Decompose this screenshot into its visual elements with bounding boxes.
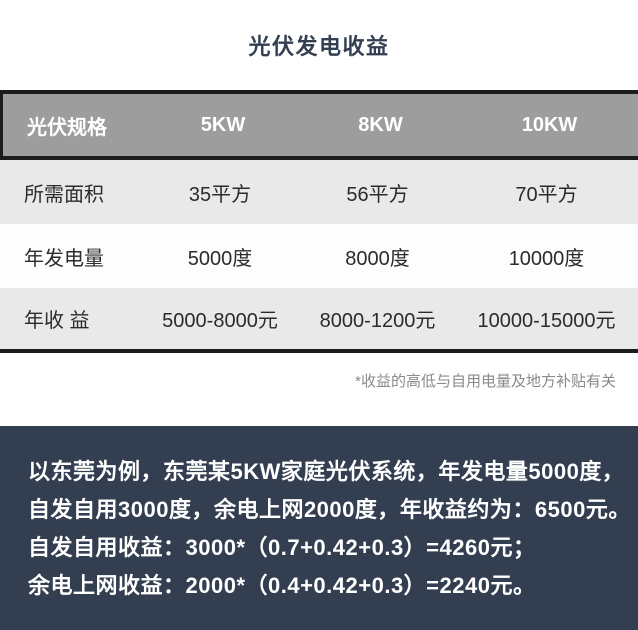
example-panel: 以东莞为例，东莞某5KW家庭光伏系统，年发电量5000度， 自发自用3000度，…	[0, 426, 638, 630]
cell-rev-8kw: 8000-1200元	[319, 310, 436, 332]
title-bar: 光伏发电收益	[0, 0, 638, 90]
example-line-2: 自发自用3000度，余电上网2000度，年收益约为：6500元。	[28, 497, 631, 522]
pv-table: 光伏规格 5KW 8KW 10KW 所需面积 35平方 56平方 70平方 年发…	[0, 90, 638, 353]
cell-gen-8kw: 8000度	[345, 247, 410, 270]
cell-rev-5kw: 5000-8000元	[162, 310, 278, 332]
table-row-required-area: 所需面积 35平方 56平方 70平方	[0, 160, 638, 224]
footnote-text: *收益的高低与自用电量及地方补贴有关	[355, 373, 616, 390]
cell-gen-5kw: 5000度	[187, 247, 253, 270]
header-cell-spec: 光伏规格	[27, 116, 107, 139]
footnote-area: *收益的高低与自用电量及地方补贴有关	[0, 353, 638, 426]
cell-gen-10kw: 10000度	[508, 247, 585, 270]
table-row-annual-generation: 年发电量 5000度 8000度 10000度	[0, 224, 638, 288]
row-label-annual-revenue: 年收 益	[24, 310, 90, 332]
cell-area-10kw: 70平方	[515, 183, 578, 206]
cell-area-8kw: 56平方	[346, 183, 409, 206]
header-cell-5kw: 5KW	[200, 113, 246, 136]
row-label-annual-generation: 年发电量	[24, 247, 104, 270]
cell-rev-10kw: 10000-15000元	[477, 310, 616, 332]
header-cell-8kw: 8KW	[358, 113, 403, 136]
cell-area-5kw: 35平方	[188, 183, 252, 206]
example-line-3: 自发自用收益：3000*（0.7+0.42+0.3）=4260元；	[28, 535, 536, 560]
row-label-required-area: 所需面积	[24, 183, 104, 206]
header-cell-10kw: 10KW	[521, 113, 578, 136]
page-title: 光伏发电收益	[248, 34, 390, 59]
example-line-1: 以东莞为例，东莞某5KW家庭光伏系统，年发电量5000度，	[28, 459, 625, 484]
example-line-4: 余电上网收益：2000*（0.4+0.42+0.3）=2240元。	[28, 573, 536, 598]
table-header-row: 光伏规格 5KW 8KW 10KW	[0, 90, 638, 160]
table-row-annual-revenue: 年收 益 5000-8000元 8000-1200元 10000-15000元	[0, 288, 638, 353]
